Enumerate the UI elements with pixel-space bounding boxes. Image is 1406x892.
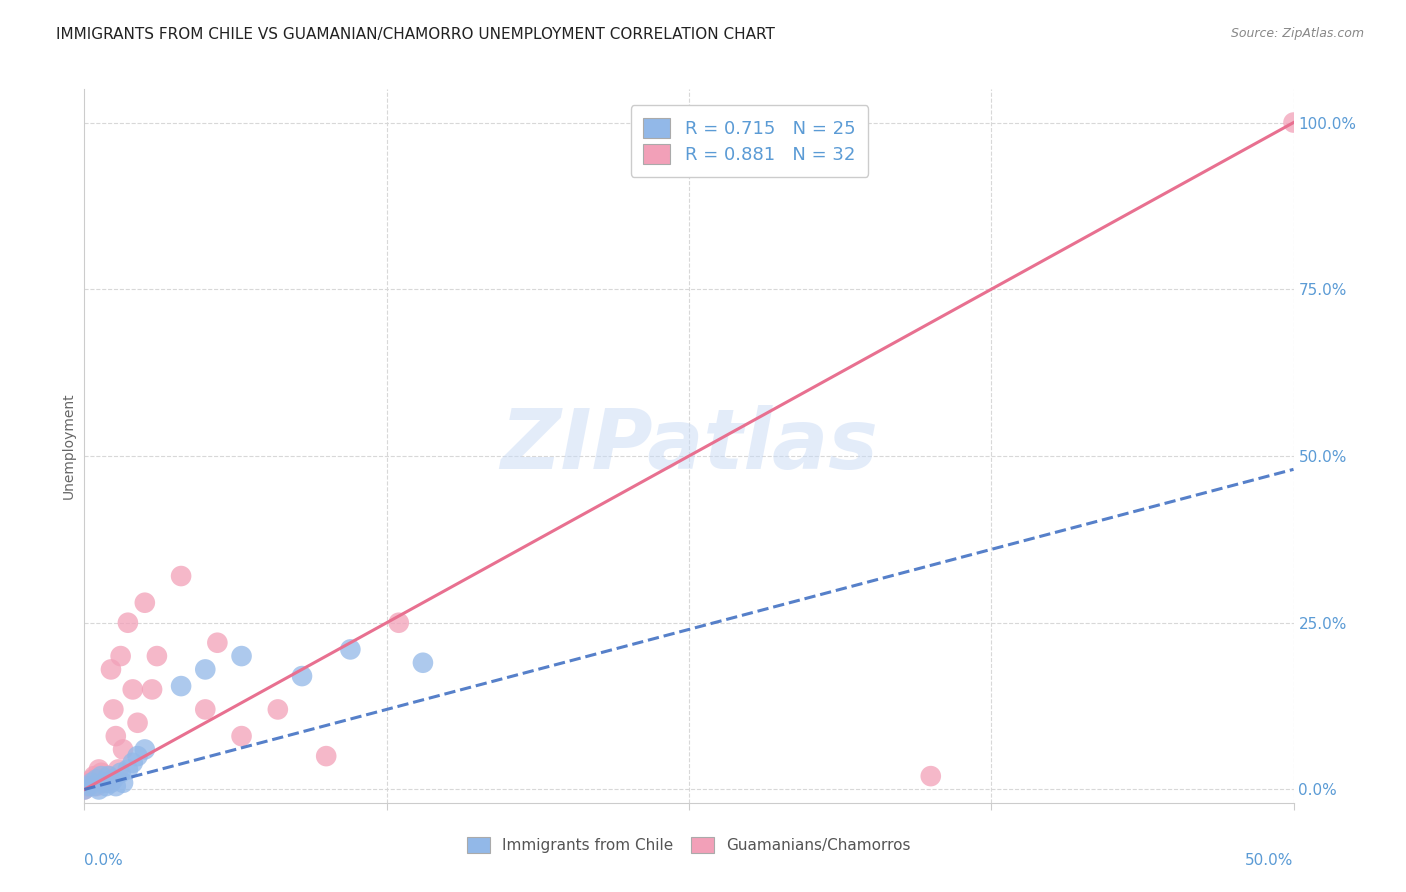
Point <box>104 729 127 743</box>
Text: 0.0%: 0.0% <box>84 853 124 868</box>
Point <box>267 702 290 716</box>
Point <box>97 769 120 783</box>
Point <box>194 662 217 676</box>
Point <box>231 649 253 664</box>
Point <box>920 769 942 783</box>
Point <box>93 772 115 787</box>
Point <box>231 729 253 743</box>
Point <box>77 779 100 793</box>
Point <box>86 772 108 787</box>
Point <box>121 756 143 770</box>
Point <box>134 596 156 610</box>
Point <box>170 569 193 583</box>
Point <box>141 682 163 697</box>
Point <box>107 763 129 777</box>
Text: ZIPatlas: ZIPatlas <box>501 406 877 486</box>
Point <box>194 702 217 716</box>
Point <box>76 779 98 793</box>
Point <box>127 715 149 730</box>
Point <box>87 782 110 797</box>
Point <box>73 782 96 797</box>
Point <box>73 782 96 797</box>
Point <box>388 615 411 630</box>
Point <box>291 669 314 683</box>
Point <box>134 742 156 756</box>
Point <box>103 772 125 787</box>
Point <box>146 649 169 664</box>
Point <box>100 776 122 790</box>
Legend: Immigrants from Chile, Guamanians/Chamorros: Immigrants from Chile, Guamanians/Chamor… <box>461 830 917 859</box>
Text: 50.0%: 50.0% <box>1246 853 1294 868</box>
Point <box>90 765 112 780</box>
Point <box>103 702 125 716</box>
Point <box>121 682 143 697</box>
Point <box>97 769 120 783</box>
Point <box>127 749 149 764</box>
Point <box>104 779 127 793</box>
Point <box>94 776 117 790</box>
Point <box>100 662 122 676</box>
Point <box>87 763 110 777</box>
Point <box>86 779 108 793</box>
Point <box>110 765 132 780</box>
Point <box>339 642 361 657</box>
Point <box>315 749 337 764</box>
Point <box>94 779 117 793</box>
Point <box>117 763 139 777</box>
Point <box>80 772 103 787</box>
Point <box>412 656 434 670</box>
Point <box>83 779 105 793</box>
Point <box>80 776 103 790</box>
Point <box>90 769 112 783</box>
Point <box>117 615 139 630</box>
Text: IMMIGRANTS FROM CHILE VS GUAMANIAN/CHAMORRO UNEMPLOYMENT CORRELATION CHART: IMMIGRANTS FROM CHILE VS GUAMANIAN/CHAMO… <box>56 27 775 42</box>
Point <box>170 679 193 693</box>
Point <box>112 776 135 790</box>
Point <box>93 776 115 790</box>
Point <box>110 649 132 664</box>
Y-axis label: Unemployment: Unemployment <box>62 392 76 500</box>
Text: Source: ZipAtlas.com: Source: ZipAtlas.com <box>1230 27 1364 40</box>
Point <box>77 776 100 790</box>
Point <box>1282 115 1305 129</box>
Point <box>83 769 105 783</box>
Point <box>112 742 135 756</box>
Point <box>207 636 229 650</box>
